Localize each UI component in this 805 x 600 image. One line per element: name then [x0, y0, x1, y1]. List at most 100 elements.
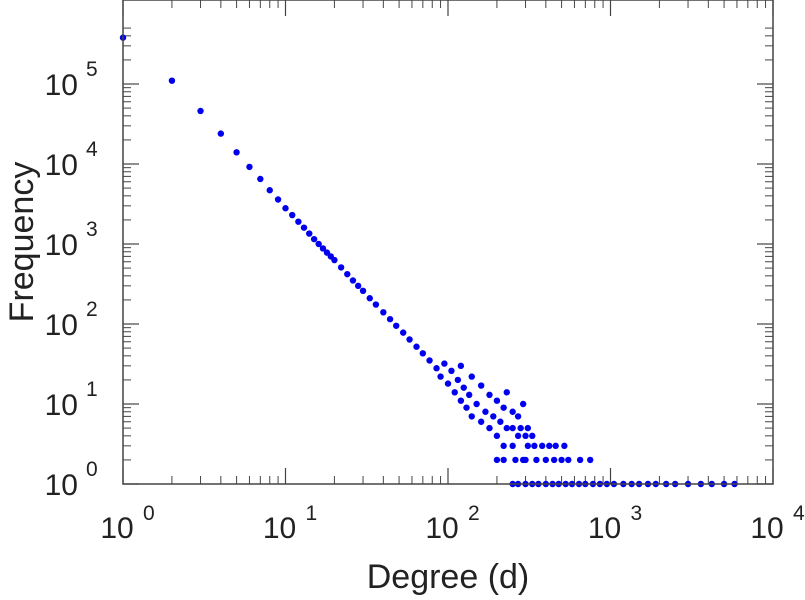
data-point — [460, 384, 467, 391]
data-point — [419, 350, 427, 357]
y-tick-label: 10 — [45, 69, 78, 102]
plot-frame — [122, 0, 774, 485]
x-tick-exponent: 0 — [143, 502, 155, 525]
data-point — [558, 456, 565, 464]
data-point — [473, 400, 480, 408]
data-point — [457, 362, 465, 370]
y-tick-exponent: 1 — [86, 378, 98, 401]
data-point — [282, 205, 289, 212]
data-point — [295, 218, 302, 225]
data-point — [426, 357, 433, 364]
tick-labels: 10 0 10 1 10 2 10 3 10 4 10 0 10 1 10 2 10 3 10 4 10 5 — [45, 58, 805, 545]
data-point — [448, 367, 455, 375]
data-point — [503, 389, 510, 396]
data-point — [503, 424, 510, 432]
data-point — [354, 282, 362, 290]
y-tick-label: 10 — [45, 389, 78, 422]
data-point — [512, 456, 519, 464]
y-tick-label: 10 — [45, 149, 78, 182]
data-point — [454, 376, 462, 384]
data-point — [372, 301, 380, 308]
data-point — [413, 343, 420, 350]
data-point — [500, 442, 507, 450]
data-point — [457, 397, 465, 404]
minor-ticks — [123, 0, 773, 484]
data-point — [509, 424, 516, 432]
data-point — [437, 373, 444, 380]
data-point — [486, 391, 493, 399]
data-point — [359, 287, 367, 295]
data-point — [529, 432, 536, 440]
data-point — [509, 442, 516, 450]
data-point — [565, 456, 572, 464]
data-point — [274, 196, 282, 203]
data-point — [524, 424, 532, 432]
data-point — [531, 442, 538, 450]
y-tick-exponent: 5 — [86, 58, 98, 81]
data-point — [217, 130, 225, 137]
data-point — [586, 456, 594, 464]
data-point — [497, 418, 504, 425]
data-point — [468, 373, 475, 380]
x-tick-label: 10 — [588, 512, 621, 545]
data-point — [539, 442, 546, 450]
x-tick-label: 10 — [750, 512, 783, 545]
data-point — [493, 397, 501, 404]
x-tick-label: 10 — [100, 512, 133, 545]
y-axis-label: Frequency — [3, 162, 41, 323]
data-point — [266, 187, 273, 194]
x-tick-exponent: 1 — [306, 502, 318, 525]
data-point — [441, 360, 448, 367]
data-point — [486, 424, 493, 432]
data-point — [393, 322, 400, 329]
data-point — [344, 270, 351, 278]
data-point — [493, 432, 501, 440]
data-point — [349, 277, 357, 284]
data-point — [386, 315, 394, 323]
data-point — [522, 432, 529, 440]
data-point — [524, 442, 532, 450]
data-point — [444, 380, 452, 387]
data-point — [546, 442, 553, 450]
x-tick-label: 10 — [263, 512, 296, 545]
y-tick-exponent: 2 — [86, 298, 98, 321]
y-tick-exponent: 4 — [86, 138, 98, 161]
data-point — [514, 413, 522, 420]
data-point — [331, 256, 338, 264]
data-point — [406, 336, 413, 343]
y-tick-exponent: 3 — [86, 218, 98, 241]
x-tick-exponent: 4 — [793, 502, 805, 525]
data-point — [552, 442, 559, 450]
data-point — [310, 235, 318, 243]
data-point — [399, 329, 407, 336]
data-point — [500, 456, 507, 464]
data-point — [493, 456, 501, 464]
x-tick-exponent: 3 — [631, 502, 643, 525]
data-point — [433, 365, 440, 372]
data-point — [380, 309, 387, 316]
y-tick-label: 10 — [45, 229, 78, 262]
data-point — [233, 149, 240, 156]
x-tick-exponent: 2 — [468, 502, 480, 525]
data-point — [451, 389, 458, 396]
data-point — [168, 77, 176, 84]
data-point — [463, 404, 470, 411]
data-points — [119, 34, 738, 488]
y-tick-exponent: 0 — [86, 458, 98, 481]
data-point — [514, 432, 522, 440]
data-point — [337, 264, 345, 271]
data-point — [533, 456, 540, 464]
data-point — [289, 211, 296, 219]
data-point — [319, 245, 327, 252]
data-point — [306, 230, 313, 237]
data-point — [500, 404, 507, 411]
y-tick-label: 10 — [45, 309, 78, 342]
data-point — [246, 163, 253, 171]
data-point — [482, 408, 489, 415]
x-tick-label: 10 — [425, 512, 458, 545]
data-point — [509, 408, 516, 415]
data-point — [490, 413, 497, 420]
data-point — [197, 107, 204, 115]
data-point — [257, 175, 264, 183]
